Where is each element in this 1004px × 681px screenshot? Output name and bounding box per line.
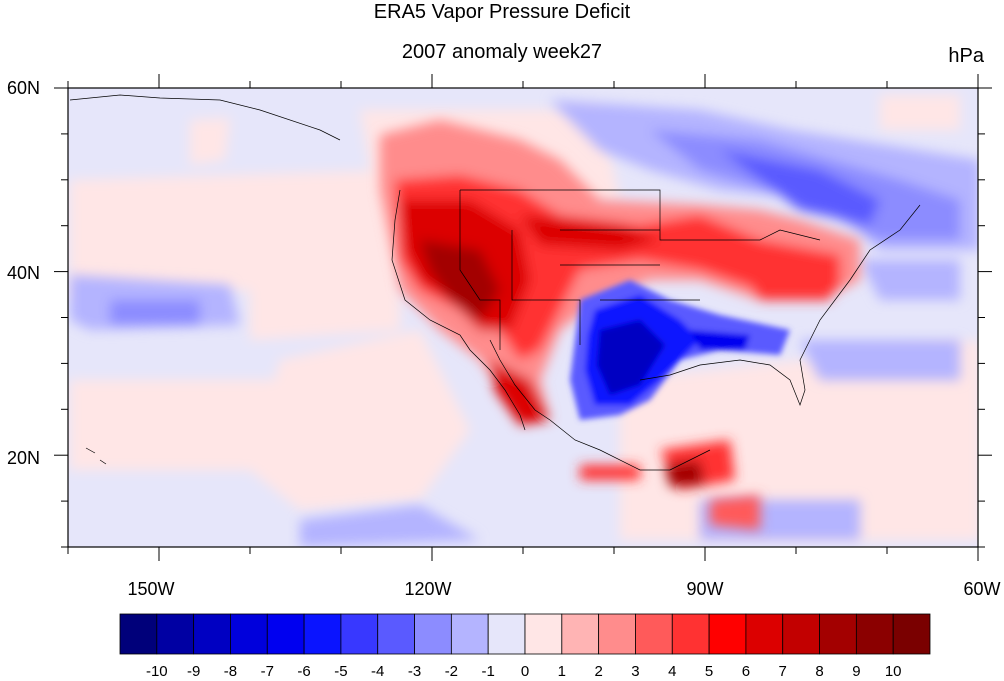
x-tick-label-120w: 120W	[404, 579, 451, 599]
colorbar-swatch	[340, 613, 379, 655]
colorbar-label: -7	[261, 663, 274, 680]
anomaly-field	[68, 88, 978, 547]
colorbar-label: 2	[594, 663, 602, 680]
y-tick-label-60n: 60N	[7, 78, 40, 98]
x-tick-label-150w: 150W	[127, 579, 174, 599]
colorbar-label: -3	[408, 663, 421, 680]
colorbar-label: -10	[146, 663, 168, 680]
colorbar-label: -9	[187, 663, 200, 680]
colorbar-swatch	[708, 613, 747, 655]
colorbar-swatch	[119, 613, 158, 655]
colorbar-swatch	[671, 613, 710, 655]
colorbar-swatch	[230, 613, 268, 655]
colorbar-swatch	[193, 613, 231, 655]
colorbar-swatch	[598, 613, 636, 655]
colorbar-swatch	[377, 613, 415, 655]
colorbar-swatch	[782, 613, 820, 655]
colorbar-label: -2	[445, 663, 458, 680]
map-title: ERA5 Vapor Pressure Deficit	[373, 1, 631, 23]
colorbar-label: 8	[815, 663, 823, 680]
map-subtitle: 2007 anomaly week27	[401, 41, 603, 63]
colorbar: -10 -9 -8 -7 -6 -5 -4 -3 -2 -1 0 1 2 3 4 5 6 7 8 9 10	[119, 613, 931, 680]
y-axis-labels: 60N 40N 20N	[7, 78, 40, 468]
x-tick-label-60w: 60W	[963, 579, 1000, 599]
colorbar-swatch	[855, 613, 894, 655]
colorbar-label: 0	[521, 663, 529, 680]
colorbar-swatch	[819, 613, 857, 655]
y-tick-label-20n: 20N	[7, 448, 40, 468]
colorbar-label: 1	[558, 663, 566, 680]
coastlines	[69, 94, 921, 471]
colorbar-swatch	[266, 613, 305, 655]
colorbar-label: -6	[297, 663, 310, 680]
colorbar-label: 4	[668, 663, 676, 680]
colorbar-label: 7	[779, 663, 787, 680]
colorbar-swatch	[450, 613, 489, 655]
colorbar-swatch	[156, 613, 195, 655]
colorbar-label: -5	[334, 663, 347, 680]
colorbar-swatch	[487, 613, 526, 655]
colorbar-swatch	[892, 613, 931, 655]
colorbar-swatch	[745, 613, 784, 655]
axis-ticks	[54, 74, 992, 561]
colorbar-swatch	[561, 613, 600, 655]
colorbar-swatch	[524, 613, 563, 655]
colorbar-label: 5	[705, 663, 713, 680]
colorbar-label: 9	[852, 663, 860, 680]
colorbar-swatch	[414, 613, 452, 655]
colorbar-label: -1	[482, 663, 495, 680]
x-tick-label-90w: 90W	[686, 579, 723, 599]
y-tick-label-40n: 40N	[7, 263, 40, 283]
colorbar-swatch	[303, 613, 342, 655]
colorbar-label: 6	[742, 663, 750, 680]
colorbar-label: 3	[631, 663, 639, 680]
x-axis-labels: 150W 120W 90W 60W	[127, 579, 1000, 599]
colorbar-label: 10	[885, 663, 902, 680]
colorbar-label: -4	[371, 663, 384, 680]
colorbar-label: -8	[224, 663, 237, 680]
negative-patches	[70, 100, 978, 547]
colorbar-swatch	[635, 613, 673, 655]
units-label: hPa	[948, 45, 984, 67]
central-negative-anomaly	[570, 280, 790, 420]
